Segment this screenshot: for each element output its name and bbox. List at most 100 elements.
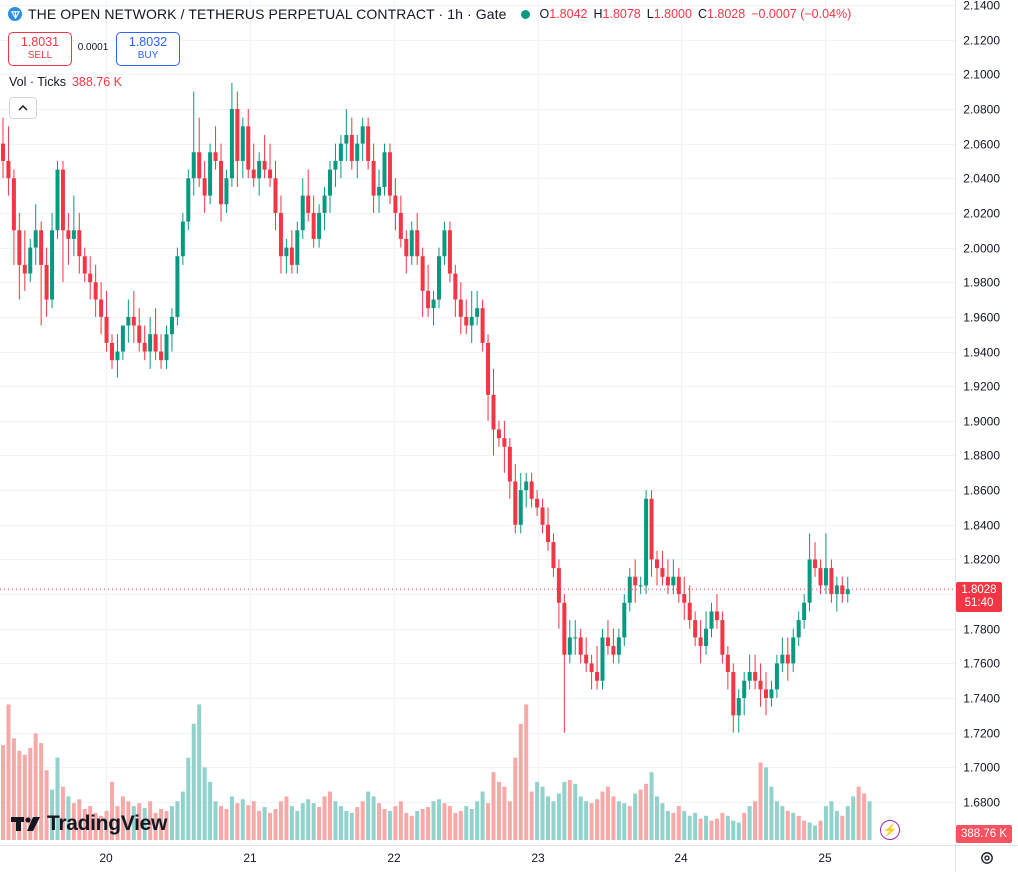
volume-bar bbox=[1, 745, 5, 840]
candle-body bbox=[300, 195, 305, 231]
symbol-title[interactable]: THE OPEN NETWORK / TETHERUS PERPETUAL CO… bbox=[28, 6, 507, 22]
volume-bar bbox=[338, 806, 343, 840]
candle-body bbox=[704, 628, 709, 647]
candle-body bbox=[229, 108, 234, 179]
candle-body bbox=[540, 507, 545, 525]
volume-bar bbox=[164, 810, 169, 840]
volume-bar bbox=[475, 801, 480, 840]
volume-bar bbox=[774, 801, 779, 840]
candle-body bbox=[344, 134, 349, 144]
candle-body bbox=[622, 602, 627, 638]
sell-button[interactable]: 1.8031 SELL bbox=[8, 32, 72, 66]
volume-bar bbox=[169, 806, 174, 840]
buy-button[interactable]: 1.8032 BUY bbox=[116, 32, 180, 66]
volume-legend[interactable]: Vol · Ticks 388.76 K bbox=[9, 75, 122, 89]
candle-body bbox=[840, 585, 845, 595]
ton-logo-icon bbox=[8, 7, 22, 21]
candle-body bbox=[682, 594, 687, 603]
candle-body bbox=[687, 602, 692, 621]
price-tick-label: 1.7800 bbox=[963, 623, 1000, 637]
volume-bar bbox=[66, 796, 71, 840]
candle-body bbox=[546, 524, 550, 543]
volume-bar bbox=[306, 799, 311, 840]
volume-bar bbox=[535, 781, 540, 840]
candle-body bbox=[447, 230, 452, 274]
volume-bar bbox=[720, 812, 725, 840]
volume-bar bbox=[257, 810, 262, 840]
candle-body bbox=[649, 498, 654, 560]
volume-bar bbox=[153, 812, 158, 840]
candle-body bbox=[131, 316, 136, 326]
candle-body bbox=[780, 654, 785, 664]
volume-bar bbox=[437, 799, 441, 840]
candle-body bbox=[426, 290, 431, 309]
candle-body bbox=[273, 178, 278, 213]
price-tick-label: 1.9000 bbox=[963, 415, 1000, 429]
time-tick-label: 21 bbox=[243, 851, 257, 865]
time-tick-label: 20 bbox=[99, 851, 113, 865]
gear-icon[interactable] bbox=[979, 850, 995, 866]
candle-body bbox=[175, 256, 180, 317]
volume-bar bbox=[862, 793, 867, 840]
candle-body bbox=[491, 394, 496, 430]
candle-body bbox=[627, 576, 632, 603]
volume-bar bbox=[524, 704, 529, 840]
volume-bar bbox=[687, 815, 692, 840]
bar-countdown: 51:40 bbox=[964, 597, 994, 609]
price-tick-label: 2.1000 bbox=[963, 68, 1000, 82]
volume-bar bbox=[317, 807, 322, 840]
volume-bar bbox=[469, 809, 474, 840]
candle-body bbox=[834, 585, 839, 595]
candle-body bbox=[796, 620, 801, 638]
volume-bar bbox=[540, 786, 545, 840]
time-axis[interactable]: 20 21 22 23 24 25 bbox=[99, 851, 832, 865]
candle-body bbox=[82, 256, 87, 274]
candle-body bbox=[311, 212, 316, 239]
volume-bar bbox=[278, 801, 283, 840]
close-label: C bbox=[697, 7, 707, 21]
volume-bar bbox=[742, 812, 747, 840]
volume-value-tag: 388.76 K bbox=[956, 825, 1012, 843]
tradingview-logo[interactable]: TradingView bbox=[11, 812, 167, 836]
candle-body bbox=[202, 178, 207, 196]
candle-body bbox=[567, 637, 572, 655]
candle-body bbox=[562, 602, 567, 655]
candle-body bbox=[387, 152, 392, 196]
candle-body bbox=[633, 576, 638, 586]
price-axis[interactable]: 2.1400 2.1200 2.1000 2.0800 2.0600 2.0400 2.02… bbox=[963, 0, 1000, 810]
collapse-legend-button[interactable] bbox=[9, 97, 37, 119]
volume-bar bbox=[175, 801, 180, 840]
candle-body bbox=[164, 334, 169, 361]
volume-bar bbox=[464, 806, 469, 840]
brand-name: TradingView bbox=[47, 812, 168, 835]
volume-bar bbox=[638, 789, 643, 840]
volume-bar bbox=[355, 807, 360, 840]
candle-body bbox=[317, 212, 322, 239]
candle-body bbox=[556, 568, 561, 603]
candle-body bbox=[382, 152, 387, 187]
volume-bar bbox=[377, 803, 382, 840]
volume-bar bbox=[240, 799, 245, 840]
candle-body bbox=[676, 576, 681, 595]
candle-body bbox=[807, 559, 812, 603]
volume-bar bbox=[131, 806, 136, 840]
volume-bar bbox=[486, 803, 491, 840]
candle-body bbox=[660, 568, 665, 577]
volume-bar bbox=[447, 806, 452, 840]
volume-bar bbox=[758, 762, 763, 840]
candle-body bbox=[219, 160, 223, 205]
volume-bar bbox=[813, 825, 818, 840]
volume-bar bbox=[180, 791, 185, 840]
volume-bar bbox=[747, 806, 752, 840]
chart-header: THE OPEN NETWORK / TETHERUS PERPETUAL CO… bbox=[8, 6, 851, 22]
candle-body bbox=[44, 264, 49, 300]
high-label: H bbox=[593, 7, 603, 21]
candle-body bbox=[518, 490, 523, 525]
candle-body bbox=[17, 230, 22, 265]
candle-body bbox=[605, 637, 610, 647]
volume-bar bbox=[584, 801, 589, 840]
candle-body bbox=[818, 568, 823, 586]
volume-bar bbox=[44, 770, 49, 840]
lightning-icon[interactable]: ⚡ bbox=[880, 820, 900, 840]
